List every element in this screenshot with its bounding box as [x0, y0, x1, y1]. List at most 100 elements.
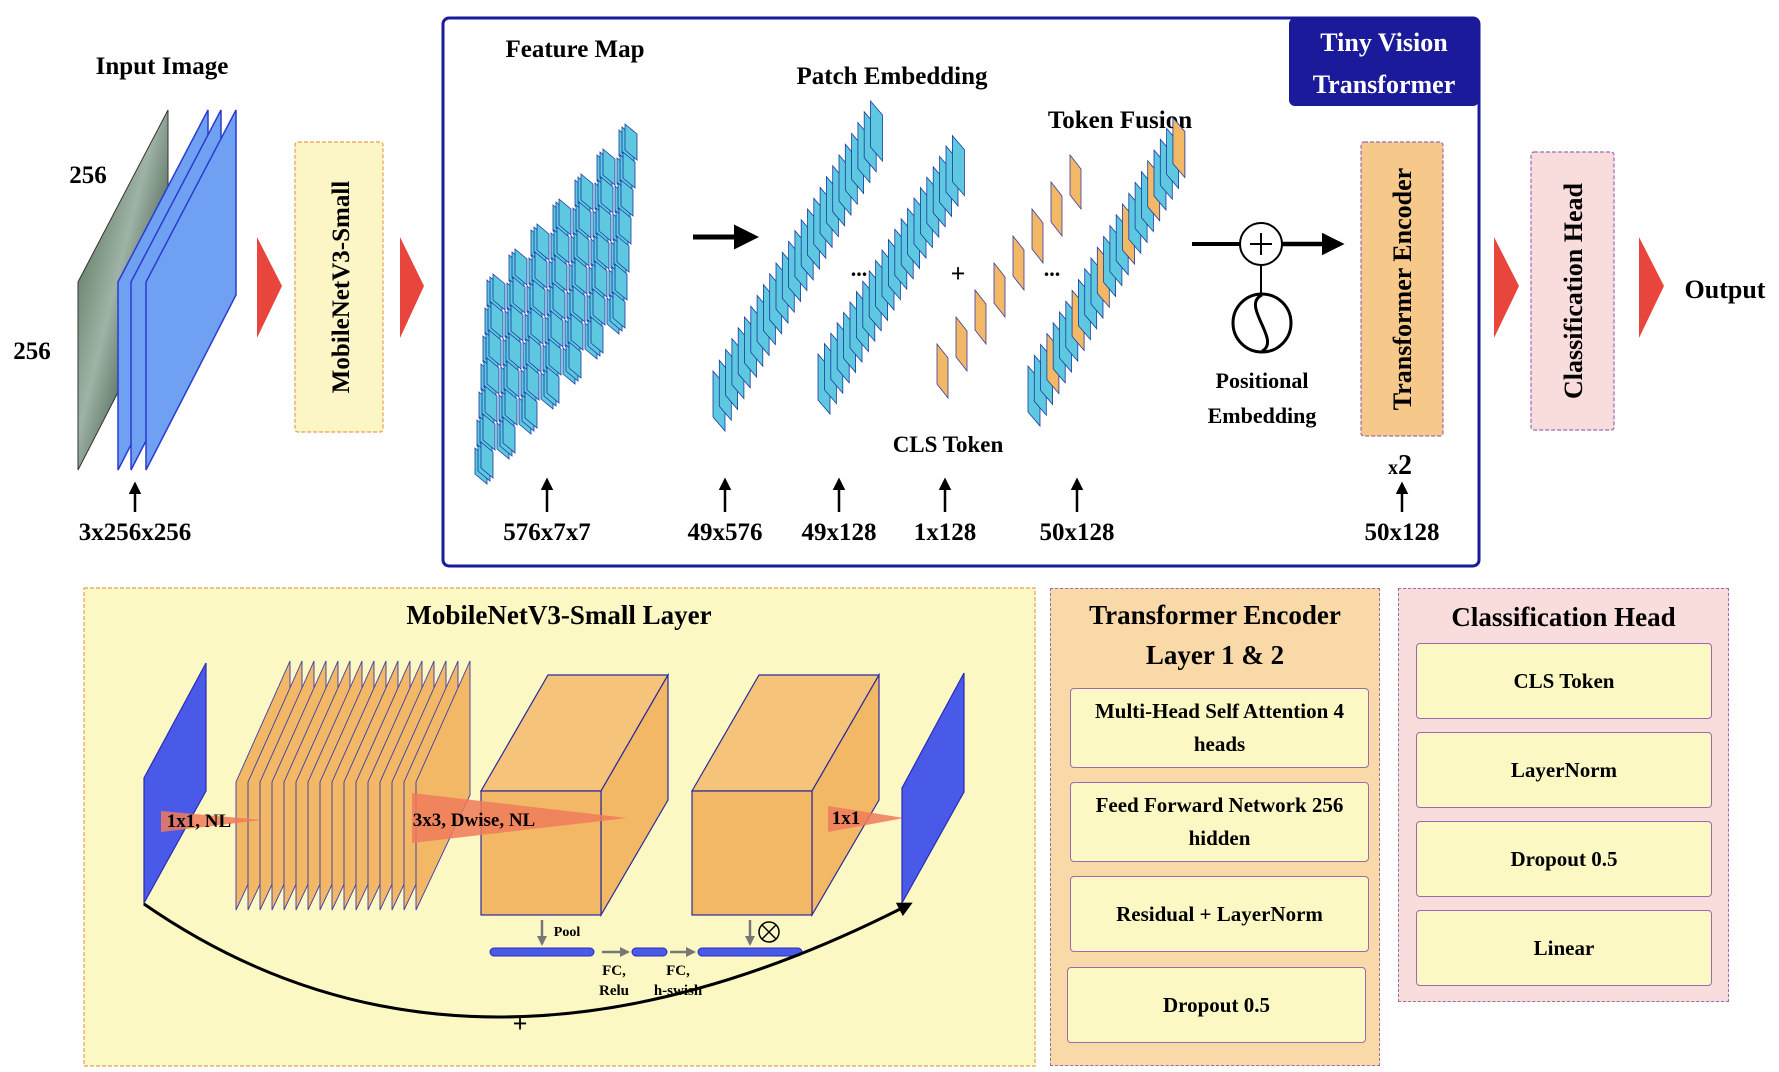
patch-dims-2-label: 49x128 — [802, 519, 877, 546]
patch-embedding-label: Patch Embedding — [796, 63, 988, 90]
feature-map-tile — [554, 254, 568, 292]
feature-map-tile — [570, 313, 584, 351]
feature-map-tile — [580, 173, 594, 211]
cls-token-tile — [1012, 234, 1025, 292]
feature-map-tile — [514, 248, 528, 286]
transformer-encoder-label: Transformer Encoder — [1388, 168, 1417, 410]
dwise-beam — [412, 793, 627, 843]
cls-token-tile — [1069, 153, 1082, 211]
head-item-layernorm: LayerNorm — [1416, 732, 1712, 808]
dwise-label: 3x3, Dwise, NL — [413, 810, 535, 831]
head-item-linear: Linear — [1416, 910, 1712, 986]
feature-map-tile — [488, 329, 502, 367]
feature-map-tile — [598, 204, 612, 242]
feature-map-tile — [512, 276, 526, 314]
feature-map-tile — [624, 123, 638, 161]
feature-map-tile — [524, 391, 538, 429]
feature-map-tile — [506, 360, 520, 398]
feature-map-tile — [600, 176, 614, 214]
token-fusion-label: Token Fusion — [1048, 107, 1192, 134]
cls-token-sequence — [936, 153, 1082, 400]
feature-map-tile — [558, 198, 572, 236]
encoder-item-dropout: Dropout 0.5 — [1067, 967, 1366, 1043]
fused-tile — [1172, 116, 1186, 179]
mobilenet-box — [294, 141, 384, 433]
red-arrow-2 — [400, 237, 424, 338]
feature-map-dims-label: 576x7x7 — [503, 519, 591, 546]
cls-token-tile — [993, 261, 1006, 319]
cls-token-tile — [974, 288, 987, 346]
feature-map-grid — [474, 123, 638, 485]
input-feature-plane — [143, 662, 207, 906]
cls-token-tile — [936, 342, 949, 400]
encoder-item-ffn: Feed Forward Network 256 hidden — [1070, 782, 1369, 862]
positional-embedding-line1: Positional — [1216, 368, 1309, 393]
feature-map-tile — [502, 416, 516, 454]
transformer-encoder-box — [1360, 141, 1444, 437]
mobilenet-layer-title: MobileNetV3-Small Layer — [406, 600, 711, 630]
red-arrow-3 — [1494, 237, 1519, 338]
cls-token-tile — [1050, 180, 1063, 238]
head-item-dropout: Dropout 0.5 — [1416, 821, 1712, 897]
fc-hswish-label-2: h-swish — [654, 983, 703, 999]
feature-map-tile — [622, 151, 636, 189]
feature-map-tile — [492, 273, 506, 311]
input-dims-label: 3x256x256 — [79, 519, 192, 546]
conv1-label: 1x1, NL — [167, 811, 231, 832]
vit-title-line2: Transformer — [1313, 70, 1455, 99]
encoder-item-mhsa: Multi-Head Self Attention 4 heads — [1070, 688, 1369, 768]
residual-connection — [143, 902, 913, 1019]
classification-head-panel: Classification Head CLS Token LayerNorm … — [1398, 588, 1729, 1002]
feature-map-tile — [510, 304, 524, 342]
feature-map-tile — [596, 232, 610, 270]
mobilenet-label: MobileNetV3-Small — [328, 181, 355, 394]
feature-map-tile — [504, 388, 518, 426]
feature-map-tile — [532, 279, 546, 317]
classification-head-title: Classification Head — [1451, 602, 1676, 632]
feature-map-tile — [490, 301, 504, 339]
multiply-icon — [758, 921, 780, 943]
vit-frame — [441, 16, 1481, 568]
feature-map-tile — [578, 201, 592, 239]
projection-cube — [690, 672, 881, 918]
feature-map-tile — [480, 441, 494, 479]
depthwise-cube — [479, 672, 670, 918]
vit-title-line1: Tiny Vision — [1320, 28, 1448, 57]
feature-map-tile — [602, 148, 616, 186]
conv2-label: 1x1 — [832, 808, 861, 829]
feature-map-tile — [482, 413, 496, 451]
feature-map-tile — [612, 291, 626, 329]
input-width-label: 256 — [13, 338, 51, 365]
encoder-layer-panel: Transformer Encoder Layer 1 & 2 Multi-He… — [1050, 588, 1380, 1066]
feature-map-tile — [618, 207, 632, 245]
feature-map-tile — [548, 338, 562, 376]
repeat-label: x2 — [1388, 450, 1412, 481]
output-label: Output — [1685, 275, 1766, 304]
residual-plus: + — [513, 1009, 528, 1038]
fc-relu-label-1: FC, — [602, 963, 626, 979]
encoder-layer-title: Transformer Encoder Layer 1 & 2 — [1089, 600, 1341, 670]
feature-map-tile — [568, 341, 582, 379]
input-image-label: Input Image — [96, 53, 229, 80]
pool-label: Pool — [554, 925, 581, 940]
multiply-icon-b — [761, 924, 777, 940]
feature-map-tile — [574, 257, 588, 295]
encoder-dims-label: 50x128 — [1365, 519, 1440, 546]
output-feature-plane — [901, 672, 965, 906]
se-bar-1 — [489, 947, 595, 957]
feature-map-tile — [572, 285, 586, 323]
positional-embedding-line2: Embedding — [1208, 403, 1317, 428]
feature-map-tile — [550, 310, 564, 348]
feature-map-tile — [594, 260, 608, 298]
feature-map-tile — [528, 335, 542, 373]
feature-map-tile — [576, 229, 590, 267]
feature-map-tile — [590, 316, 604, 354]
feature-map-tile — [530, 307, 544, 345]
feature-map-tile — [486, 357, 500, 395]
fused-token-sequence — [1027, 116, 1186, 428]
conv2-beam — [828, 806, 904, 832]
cls-dims-label: 1x128 — [914, 519, 977, 546]
feature-map-tile — [534, 251, 548, 289]
patch-tile — [870, 99, 883, 163]
